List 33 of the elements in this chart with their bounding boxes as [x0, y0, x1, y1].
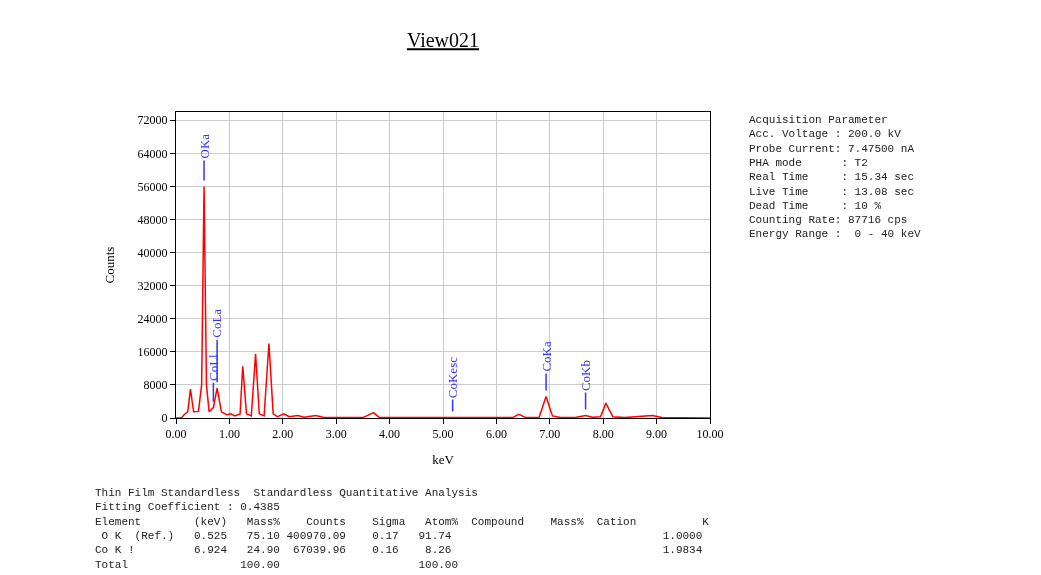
- y-tick-label: 8000: [143, 378, 168, 393]
- x-tick-label: 9.00: [646, 427, 668, 442]
- x-tick-label: 2.00: [272, 427, 294, 442]
- annotation: CoKesc: [445, 356, 461, 399]
- x-tick-label: 7.00: [539, 427, 561, 442]
- y-tick-label: 32000: [137, 278, 168, 293]
- x-axis-title: keV: [432, 452, 455, 467]
- line-series: [176, 185, 710, 418]
- y-tick-label: 24000: [137, 311, 168, 326]
- chart-title: View021: [406, 29, 480, 52]
- y-tick-label: 0: [161, 411, 168, 426]
- annotation: CoKa: [538, 341, 554, 372]
- text: Acquisition Parameter Acc. Voltage : 200.0 kV Probe Current: 7.47500 nA PHA mode : T2 Real Time : 15.34 sec Live Time : 13.08 sec Dead Time : 10 % Counting Rate: 87716 cps Energy Range : 0 - 40 keV: [749, 114, 921, 241]
- x-tick-label: 3.00: [325, 427, 347, 442]
- x-tick-label: 0.00: [165, 427, 187, 442]
- y-tick-label: 48000: [137, 212, 168, 227]
- x-tick-label: 4.00: [379, 427, 401, 442]
- x-tick-label: 8.00: [592, 427, 614, 442]
- y-tick-label: 64000: [137, 146, 168, 161]
- x-tick-label: 6.00: [485, 427, 507, 442]
- x-tick-label: 5.00: [432, 427, 454, 442]
- text: Thin Film Standardless Standardless Quantitative Analysis Fitting Coefficient : 0.4385 Element (keV) Mass% Counts Sigma Atom% Compound Mass% Cation K O K (Ref.) 0.525 75.10 400970.09 0.17 91.74 1.0000 Co K ! 6.924 24.90 67039.96 0.16 8.26 1.9834 Total 100.00 100.00: [95, 487, 710, 571]
- y-axis-title: Counts: [101, 246, 117, 284]
- y-tick-label: 56000: [137, 179, 168, 194]
- y-tick-label: 16000: [137, 345, 168, 360]
- y-tick-label: 40000: [137, 245, 168, 260]
- annotation: CoLl: [205, 353, 221, 382]
- x-tick-label: 1.00: [218, 427, 240, 442]
- y-tick-label: 72000: [137, 113, 168, 128]
- annotation: OKa: [196, 133, 212, 159]
- annotation: CoKb: [578, 360, 594, 392]
- x-tick-label: 10.00: [696, 427, 724, 442]
- annotation: CoLa: [209, 308, 225, 338]
